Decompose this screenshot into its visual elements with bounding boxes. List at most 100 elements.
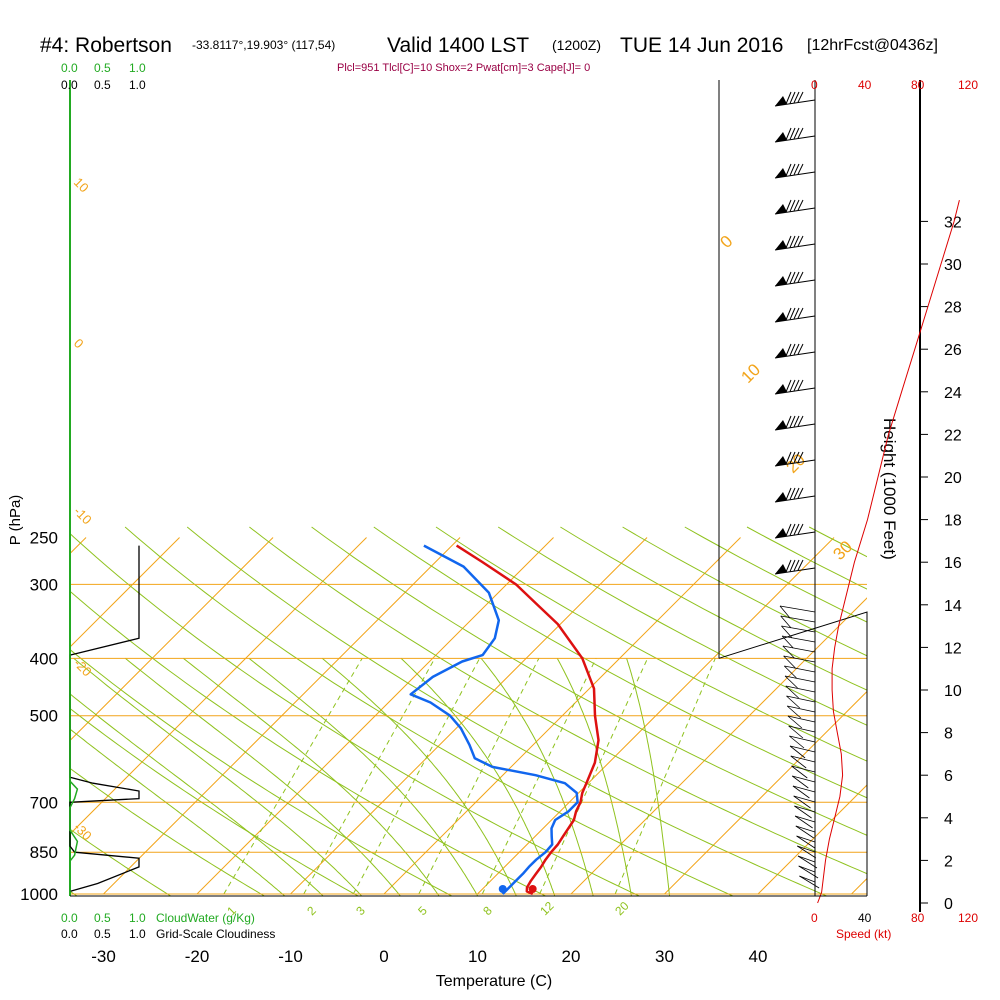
dewpoint-profile [409,544,579,895]
height-tick-label: 20 [944,470,962,487]
temperature-tick-label: 0 [379,947,388,966]
temperature-tick-label: 40 [749,947,768,966]
wind-barb [774,307,816,323]
pressure-tick-label: 500 [30,707,58,726]
wind-barb [797,845,817,859]
pressure-tick-label: 400 [30,649,58,668]
height-tick-label: 8 [944,726,953,743]
dewpoint-surface-marker [498,885,507,893]
cloudiness-label: Grid-Scale Cloudiness [156,927,275,941]
wind-barb [774,415,816,431]
wind-barb [786,705,816,719]
sounding-profiles [409,544,600,896]
height-tick-label: 6 [944,768,953,785]
wind-barb [774,487,816,503]
cloud-water-label: CloudWater (g/Kg) [156,911,255,925]
temperature-profile [455,544,600,896]
wind-speed-profile [817,199,960,904]
dry-adiabat-line [373,526,867,799]
height-tick-label: 30 [944,257,962,274]
wind-barb [774,559,816,575]
temperature-tick-label: 10 [468,947,487,966]
dry-adiabat-line [70,648,453,896]
wind-barb [792,785,816,799]
moist-adiabat-lines [70,657,671,896]
wind-barb [774,91,816,107]
pressure-tick-label: 300 [30,575,58,594]
temperature-tick-label: -10 [278,947,303,966]
dry-adiabat-line [70,828,172,896]
wind-barb [786,695,816,709]
moist-adiabat-line [556,658,632,896]
wind-barb [795,825,816,839]
moist-adiabat-line [248,657,479,896]
cloud-water-bottom-tick: 0.5 [94,911,111,925]
dry-adiabat-line [497,526,867,726]
dry-adiabat-line [560,526,867,691]
cloud-water-bottom-tick: 1.0 [129,911,146,925]
wind-speed-top-tick: 0 [811,78,818,92]
mixing-ratio-lines [223,658,716,895]
mixing-ratio-line [418,658,540,895]
wind-barb [785,685,816,699]
height-tick-label: 12 [944,640,962,657]
plot-area [70,526,1000,896]
mixing-ratio-line [539,658,649,895]
wind-barb [790,755,816,769]
wind-speed-label: Speed (kt) [836,927,891,941]
cloudiness-bottom-tick: 1.0 [129,927,146,941]
dry-adiabat-line [186,526,828,896]
temperature-tick-label: 30 [655,947,674,966]
wind-barb [798,865,819,879]
pressure-tick-label: 850 [30,843,58,862]
cloudiness-bottom-tick: 0.5 [94,927,111,941]
temperature-surface-marker [528,885,537,893]
height-axis-label: Height (1000 Feet) [880,418,899,560]
station-title: #4: Robertson [40,34,172,57]
height-tick-label: 28 [944,300,962,317]
cloudiness-top-tick: 0.0 [61,78,78,92]
dry-adiabat-line [70,532,641,896]
temperature-tick-label: 20 [562,947,581,966]
height-tick-label: 0 [944,896,953,913]
isotherm-label: -30 [71,820,95,844]
mixing-ratio-line [223,658,363,895]
wind-barb [774,451,816,467]
cloud-water-bottom-tick: 0.0 [61,911,78,925]
wind-speed-bottom-tick: 0 [811,911,818,925]
height-tick-label: 18 [944,513,962,530]
isotherm-line [945,537,1000,894]
dry-adiabat-line [70,707,360,896]
wind-barb [793,795,816,809]
wind-barb [774,235,816,251]
dry-adiabat-line [622,526,867,657]
height-tick-label: 4 [944,811,953,828]
wind-barb [779,605,816,619]
wind-barb [782,645,816,659]
valid-time: Valid 1400 LST [387,34,529,57]
moist-adiabat-line [626,658,671,896]
dry-adiabat-line [249,526,867,875]
wind-speed-top-tick: 120 [958,78,978,92]
wind-barb [774,127,816,143]
wind-barb [796,835,816,849]
station-coords: -33.8117°,19.903° (117,54) [192,38,335,52]
isotherm-label-right: 30 [829,537,856,564]
moist-adiabat-line [70,728,286,896]
wind-barb [774,163,816,179]
height-tick-label: 10 [944,683,962,700]
temperature-tick-label: -30 [91,947,116,966]
wind-speed-bottom-tick: 120 [958,911,978,925]
mixing-ratio-label: 8 [480,903,495,918]
valid-utc: (1200Z) [552,37,601,53]
wind-barb [797,855,818,869]
wind-barb [781,635,816,649]
isotherm-line [851,877,867,895]
temperature-tick-label: -20 [185,947,210,966]
height-tick-label: 14 [944,598,962,615]
cloudiness-bottom-tick: 0.0 [61,927,78,941]
wind-barb [784,665,816,679]
